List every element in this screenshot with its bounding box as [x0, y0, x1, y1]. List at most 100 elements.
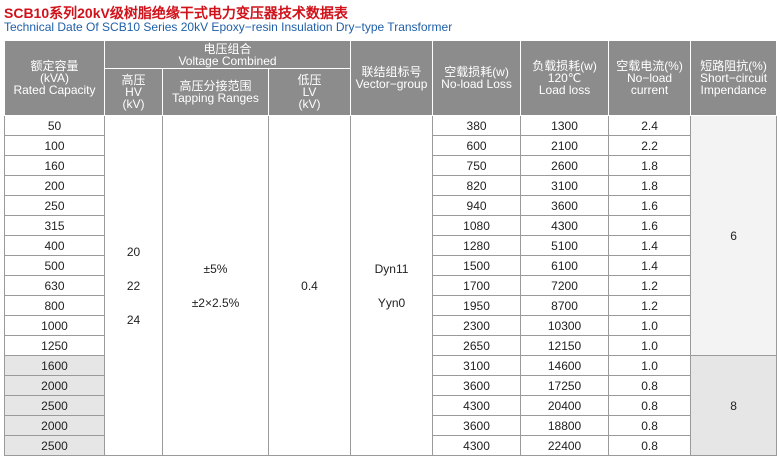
value-cell: 3600 [432, 415, 522, 436]
header-text: No-load Loss [441, 77, 512, 91]
table-row: 200 820 3100 1.8 [4, 175, 777, 196]
value-cell: 2.2 [608, 135, 692, 156]
capacity-cell: 160 [4, 155, 105, 176]
value-cell: 4300 [432, 435, 522, 456]
table-row: 500 1500 6100 1.4 [4, 255, 777, 276]
capacity-cell: 50 [4, 115, 105, 136]
value-cell: 4300 [520, 215, 610, 236]
value-cell: 940 [432, 195, 522, 216]
value-cell: 1.0 [608, 315, 692, 336]
header-text: Voltage Combined [178, 53, 277, 68]
value-cell: 1.2 [608, 275, 692, 296]
value-cell: 1700 [432, 275, 522, 296]
value-cell: 0.8 [608, 435, 692, 456]
capacity-cell: 315 [4, 215, 105, 236]
value-cell: 3600 [520, 195, 610, 216]
capacity-cell: 2000 [4, 415, 105, 436]
header-cell: 负载损耗(w) 120℃ Load loss [520, 40, 610, 116]
value-cell: 8700 [520, 295, 610, 316]
title: SCB10系列20kV级树脂绝缘干式电力变压器技术数据表 [4, 5, 348, 21]
data-table: 额定容量 (kVA) Rated Capacity 电压组合 Voltage Combi… [4, 40, 778, 456]
header-text: current [630, 83, 669, 97]
capacity-cell: 2000 [4, 375, 105, 396]
table-body: 50 20 22 24 ±5% ±2×2.5% 0.4 Dyn11 Yyn0 380 1300 2.4… [4, 115, 778, 456]
vector-value: Yyn0 [377, 295, 406, 310]
value-cell: 17250 [520, 375, 610, 396]
table-row: 2500 4300 22400 0.8 [4, 435, 777, 456]
value-cell: 1.4 [608, 235, 692, 256]
table-row: 1000 2300 10300 1.0 [4, 315, 777, 336]
table-row: 160 750 2600 1.8 [4, 155, 777, 176]
value-cell: 1.8 [608, 155, 692, 176]
value-cell: 2100 [520, 135, 610, 156]
table-header: 额定容量 (kVA) Rated Capacity 电压组合 Voltage Combi… [4, 40, 778, 116]
value-cell: 18800 [520, 415, 610, 436]
value-cell: 2300 [432, 315, 522, 336]
header-text: Rated Capacity [13, 83, 96, 97]
value-cell: 1.2 [608, 295, 692, 316]
header-text: No−load [627, 71, 673, 85]
header-text: Vector−group [355, 77, 428, 91]
value-cell: 380 [432, 115, 522, 136]
header-text: 空载损耗(w) [444, 65, 509, 79]
value-cell: 1.0 [608, 355, 692, 376]
header-text: Tapping Ranges [172, 91, 259, 105]
header-text: (kV) [298, 97, 321, 111]
value-cell: 10300 [520, 315, 610, 336]
value-cell: 0.8 [608, 415, 692, 436]
value-cell: 0.8 [608, 395, 692, 416]
header-text: (kV) [122, 97, 145, 111]
table-row: 250 940 3600 1.6 [4, 195, 777, 216]
table-row: 2000 3600 17250 0.8 [4, 375, 777, 396]
header-cell: 低压 LV (kV) [267, 68, 352, 116]
value-cell: 3100 [520, 175, 610, 196]
value-cell: 6100 [520, 255, 610, 276]
header-cell: 空载损耗(w) No-load Loss [432, 40, 522, 116]
vector-cell: Dyn11 Yyn0 [350, 115, 434, 456]
header-cell: 空载电流(%) No−load current [608, 40, 692, 116]
value-cell: 1080 [432, 215, 522, 236]
header-text: 额定容量 [30, 59, 79, 73]
value-cell: 1.0 [608, 335, 692, 356]
value-cell: 20400 [520, 395, 610, 416]
capacity-cell: 250 [4, 195, 105, 216]
capacity-cell: 1250 [4, 335, 105, 356]
value-cell: 14600 [520, 355, 610, 376]
hv-cell: 20 22 24 [104, 115, 163, 456]
header-cell: 电压组合 Voltage Combined [103, 40, 352, 69]
capacity-cell: 630 [4, 275, 105, 296]
value-cell: 1.6 [608, 195, 692, 216]
value-cell: 2650 [432, 335, 522, 356]
value-cell: 22400 [520, 435, 610, 456]
value-cell: 1280 [432, 235, 522, 256]
value-cell: 3600 [432, 375, 522, 396]
header-text: 空载电流(%) [616, 59, 683, 73]
header-cell: 短路阻抗(%) Short−circuit Impendance [690, 40, 778, 116]
header-text: LV [302, 85, 317, 99]
header-text: HV [125, 85, 142, 99]
header-cell: 联结组标号 Vector−group [350, 40, 434, 116]
header-text: 电压组合 [203, 41, 252, 56]
value-cell: 7200 [520, 275, 610, 296]
vector-value: Dyn11 [374, 261, 409, 276]
table-row: 2500 4300 20400 0.8 [4, 395, 777, 416]
value-cell: 2.4 [608, 115, 692, 136]
capacity-cell: 500 [4, 255, 105, 276]
header-row: 额定容量 (kVA) Rated Capacity 电压组合 Voltage Combi… [4, 40, 778, 116]
tapping-cell: ±5% ±2×2.5% [162, 115, 269, 456]
capacity-cell: 400 [4, 235, 105, 256]
header-text: (kVA) [39, 71, 70, 85]
tapping-value: ±5% [203, 261, 228, 276]
value-cell: 750 [432, 155, 522, 176]
value-cell: 4300 [432, 395, 522, 416]
value-cell: 2600 [520, 155, 610, 176]
table-row: 1600 3100 14600 1.0 8 [4, 355, 778, 456]
table-row: 2000 3600 18800 0.8 [4, 415, 777, 436]
header-text: Short−circuit [700, 71, 768, 85]
value-cell: 820 [432, 175, 522, 196]
value-cell: 600 [432, 135, 522, 156]
capacity-cell: 200 [4, 175, 105, 196]
header-text: 联结组标号 [361, 65, 422, 79]
impedance-cell: 8 [690, 355, 778, 456]
capacity-cell: 1600 [4, 355, 105, 376]
